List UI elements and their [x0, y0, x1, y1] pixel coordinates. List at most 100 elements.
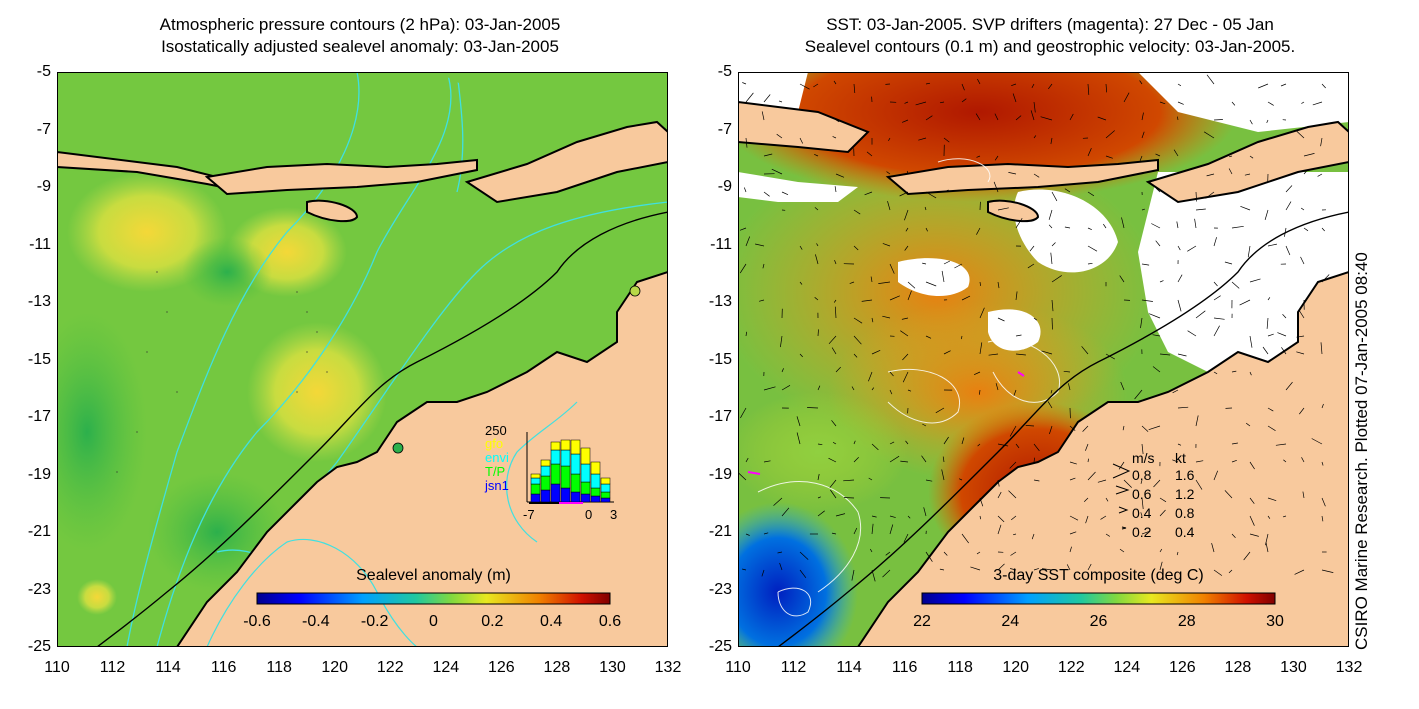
java-island-right	[738, 100, 870, 154]
velocity-arrow	[868, 371, 873, 382]
velocity-arrow	[1033, 479, 1040, 482]
velocity-legend-header-kt: kt	[1175, 450, 1186, 466]
anomaly-high-central	[247, 322, 387, 462]
velocity-legend-ms: 0.6	[1132, 486, 1152, 502]
left-lon-tick: 122	[376, 659, 404, 676]
velocity-arrow	[961, 83, 965, 91]
velocity-arrow	[1010, 551, 1017, 556]
velocity-arrow	[869, 548, 873, 553]
velocity-arrow	[1087, 148, 1092, 157]
velocity-arrow	[1177, 274, 1183, 283]
velocity-arrow	[1302, 491, 1305, 499]
velocity-arrow	[939, 568, 945, 571]
velocity-arrow	[851, 569, 855, 581]
sst-colorbar-title: 3-day SST composite (deg C)	[993, 567, 1204, 584]
velocity-arrow	[1240, 205, 1251, 211]
velocity-arrow	[1213, 371, 1218, 375]
velocity-arrow	[994, 113, 999, 121]
velocity-arrow	[1048, 224, 1053, 229]
right-lat-tick: -5	[717, 63, 732, 80]
velocity-arrow	[1296, 130, 1305, 139]
velocity-arrow	[1267, 497, 1277, 502]
velocity-arrow	[1069, 531, 1077, 535]
velocity-arrow	[1085, 515, 1089, 524]
velocity-arrow	[1264, 209, 1269, 220]
velocity-arrow	[904, 209, 909, 221]
velocity-arrow	[1321, 403, 1324, 409]
right-lat-tick: -19	[708, 465, 732, 483]
right-lon-tick: 110	[725, 659, 751, 676]
velocity-arrow	[1206, 74, 1215, 85]
velocity-arrow	[1134, 389, 1143, 400]
velocity-arrow	[997, 515, 1005, 523]
velocity-arrow	[1320, 137, 1323, 147]
velocity-arrow	[1105, 155, 1113, 159]
right-lon-tick: 120	[1002, 659, 1030, 676]
velocity-arrow	[886, 171, 891, 175]
velocity-arrow	[1118, 461, 1125, 470]
left-title-line1: Atmospheric pressure contours (2 hPa): 0…	[159, 15, 561, 34]
velocity-arrow	[1087, 471, 1096, 481]
velocity-arrow	[781, 368, 784, 373]
velocity-arrow	[979, 389, 981, 395]
right-lon-tick: 126	[1169, 659, 1196, 676]
velocity-arrow	[1231, 370, 1237, 373]
velocity-arrow	[1267, 101, 1274, 106]
velocity-arrow	[1069, 477, 1076, 481]
velocity-arrow	[781, 384, 791, 391]
velocity-arrow	[817, 510, 825, 517]
right-lat-tick: -11	[710, 235, 732, 253]
velocity-arrow	[922, 262, 927, 265]
velocity-arrow	[997, 317, 1005, 322]
velocity-arrow	[866, 151, 873, 157]
velocity-arrow	[817, 329, 819, 337]
velocity-arrow	[1068, 383, 1071, 391]
velocity-arrow	[814, 207, 819, 211]
velocity-arrow	[1321, 461, 1324, 466]
velocity-arrow	[1277, 332, 1287, 337]
velocity-arrow	[799, 245, 803, 250]
tide-gauge-darwin	[629, 285, 641, 297]
velocity-arrow	[1301, 101, 1305, 104]
velocity-arrow	[979, 281, 981, 286]
colorbar-tick: -0.4	[302, 613, 330, 630]
velocity-arrow	[1303, 227, 1309, 232]
velocity-arrow	[843, 497, 855, 499]
right-lon-tick: 114	[836, 659, 862, 676]
velocity-arrow	[1312, 101, 1323, 106]
velocity-arrow	[1105, 497, 1109, 502]
cloud-gaps	[738, 72, 1349, 372]
velocity-arrow	[1239, 299, 1251, 306]
velocity-arrow	[1123, 479, 1132, 488]
velocity-arrow	[1213, 470, 1219, 481]
velocity-arrow	[799, 551, 809, 560]
velocity-arrow	[1033, 173, 1040, 178]
histogram-bar	[530, 473, 541, 479]
velocity-arrow	[853, 353, 858, 358]
velocity-arrow	[1120, 381, 1125, 391]
velocity-arrow	[1153, 479, 1161, 488]
velocity-arrow	[900, 330, 909, 337]
velocity-arrow	[1177, 406, 1189, 409]
velocity-arrow	[1231, 459, 1237, 463]
colorbar-tick: 0.4	[540, 613, 563, 630]
velocity-arrow	[973, 371, 981, 376]
velocity-arrow	[1033, 457, 1036, 463]
velocity-arrow	[1195, 191, 1197, 202]
velocity-arrow	[1033, 101, 1036, 113]
velocity-arrow	[738, 472, 747, 481]
velocity-arrow	[1247, 245, 1251, 258]
velocity-arrow	[835, 173, 845, 178]
velocity-arrow	[1296, 351, 1305, 355]
velocity-arrow	[1249, 335, 1253, 348]
velocity-arrow	[745, 137, 748, 148]
sst-land-masses	[738, 100, 1349, 647]
right-lon-tick: 130	[1280, 659, 1307, 676]
velocity-arrow	[1015, 334, 1022, 337]
velocity-arrow	[1244, 173, 1251, 176]
left-lon-tick: 126	[488, 659, 515, 676]
velocity-arrow	[943, 189, 949, 193]
velocity-arrow	[1105, 130, 1115, 139]
velocity-arrow	[777, 551, 783, 554]
velocity-arrow	[1087, 227, 1092, 231]
